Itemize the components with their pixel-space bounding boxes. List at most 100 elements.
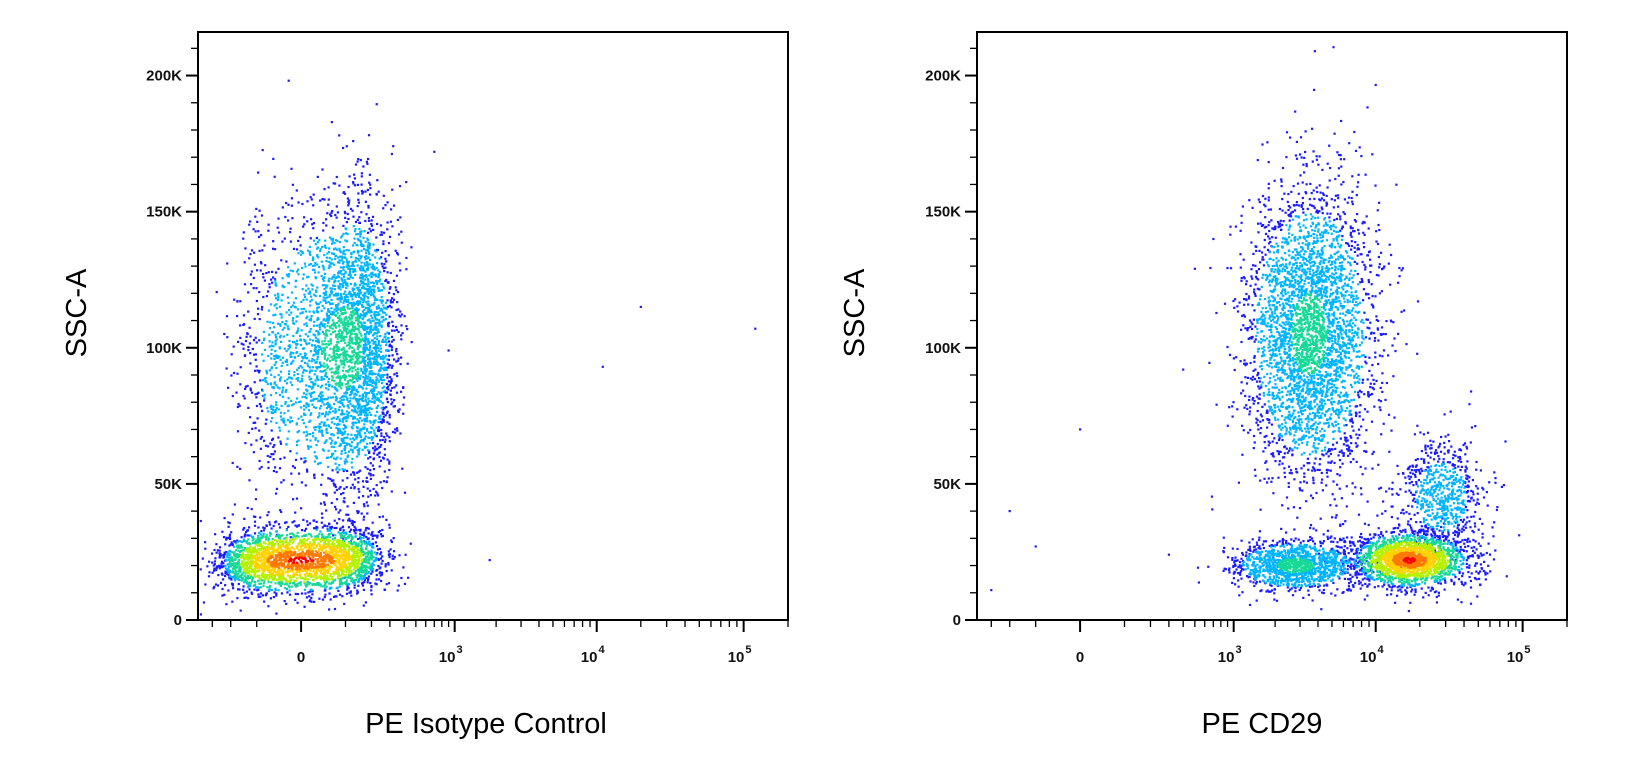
data-point (330, 298, 333, 301)
data-point (250, 557, 253, 560)
data-point (302, 371, 305, 374)
data-point (342, 469, 345, 473)
data-point (382, 358, 385, 361)
data-point (218, 546, 222, 549)
data-point (251, 347, 254, 351)
data-point (253, 532, 257, 535)
data-point (353, 241, 356, 245)
data-point (324, 578, 327, 581)
data-point (374, 275, 378, 278)
data-point (363, 411, 366, 414)
data-point (233, 567, 236, 570)
data-point (358, 259, 361, 262)
data-point (369, 462, 372, 465)
data-point (350, 379, 353, 382)
data-point (370, 438, 374, 441)
data-point (353, 393, 356, 396)
data-point (388, 235, 392, 238)
data-point (381, 438, 384, 442)
data-point (286, 274, 290, 277)
data-point (334, 408, 337, 411)
data-point (249, 389, 252, 392)
data-point (336, 348, 339, 351)
data-point (326, 367, 329, 370)
data-point (290, 204, 293, 207)
data-point (346, 404, 349, 408)
data-point (305, 393, 308, 396)
data-point (288, 589, 291, 592)
data-point (337, 589, 340, 592)
data-point (293, 520, 296, 523)
data-point (380, 233, 383, 236)
data-point (296, 388, 299, 391)
data-point (335, 333, 338, 336)
data-point (291, 420, 294, 423)
data-point (383, 270, 386, 273)
data-point (356, 448, 359, 452)
data-point (301, 356, 304, 359)
data-point (242, 540, 245, 543)
data-point (339, 400, 342, 403)
data-point (250, 591, 253, 594)
data-point (211, 571, 214, 574)
data-point (363, 581, 366, 584)
data-point (340, 409, 343, 412)
data-point (347, 406, 350, 409)
data-point (384, 266, 387, 269)
data-point (224, 574, 227, 578)
data-point (361, 551, 364, 554)
data-point (382, 385, 386, 388)
data-point (318, 362, 321, 365)
data-point (366, 401, 369, 404)
data-point (297, 401, 301, 404)
data-point (236, 578, 239, 581)
data-point (355, 437, 358, 440)
data-point (309, 304, 312, 307)
data-point (333, 402, 336, 406)
data-point (254, 542, 257, 545)
data-point (236, 300, 239, 303)
data-point (352, 387, 356, 390)
data-point (397, 314, 401, 317)
data-point (277, 536, 280, 539)
data-point (369, 327, 373, 330)
data-point (222, 562, 225, 565)
data-point (297, 354, 300, 357)
data-point (289, 269, 292, 272)
data-point (241, 556, 244, 559)
data-point (361, 371, 364, 374)
data-point (368, 489, 372, 492)
data-point (279, 539, 282, 542)
data-point (349, 402, 352, 405)
data-point (387, 380, 390, 383)
data-point (264, 264, 267, 267)
data-point (214, 583, 218, 586)
data-point (368, 330, 371, 333)
data-point (281, 540, 284, 543)
data-point (346, 306, 349, 309)
data-point (354, 527, 357, 530)
data-point (280, 510, 283, 513)
data-point (349, 275, 352, 279)
data-point (380, 551, 383, 554)
data-point (210, 552, 214, 555)
data-point (328, 578, 331, 581)
data-point (267, 461, 270, 464)
data-point (333, 274, 336, 277)
data-point (215, 551, 218, 554)
data-point (314, 535, 317, 538)
data-point (388, 556, 391, 559)
data-point (334, 382, 337, 385)
data-point (363, 505, 366, 508)
data-point (336, 577, 339, 580)
data-point (248, 342, 251, 345)
data-point (247, 406, 250, 409)
data-point (363, 570, 366, 573)
data-point (244, 579, 247, 582)
data-point (293, 356, 296, 359)
data-point (322, 347, 325, 350)
data-point (293, 374, 296, 377)
data-point (331, 433, 334, 436)
data-point (323, 198, 326, 201)
data-point (244, 576, 247, 579)
